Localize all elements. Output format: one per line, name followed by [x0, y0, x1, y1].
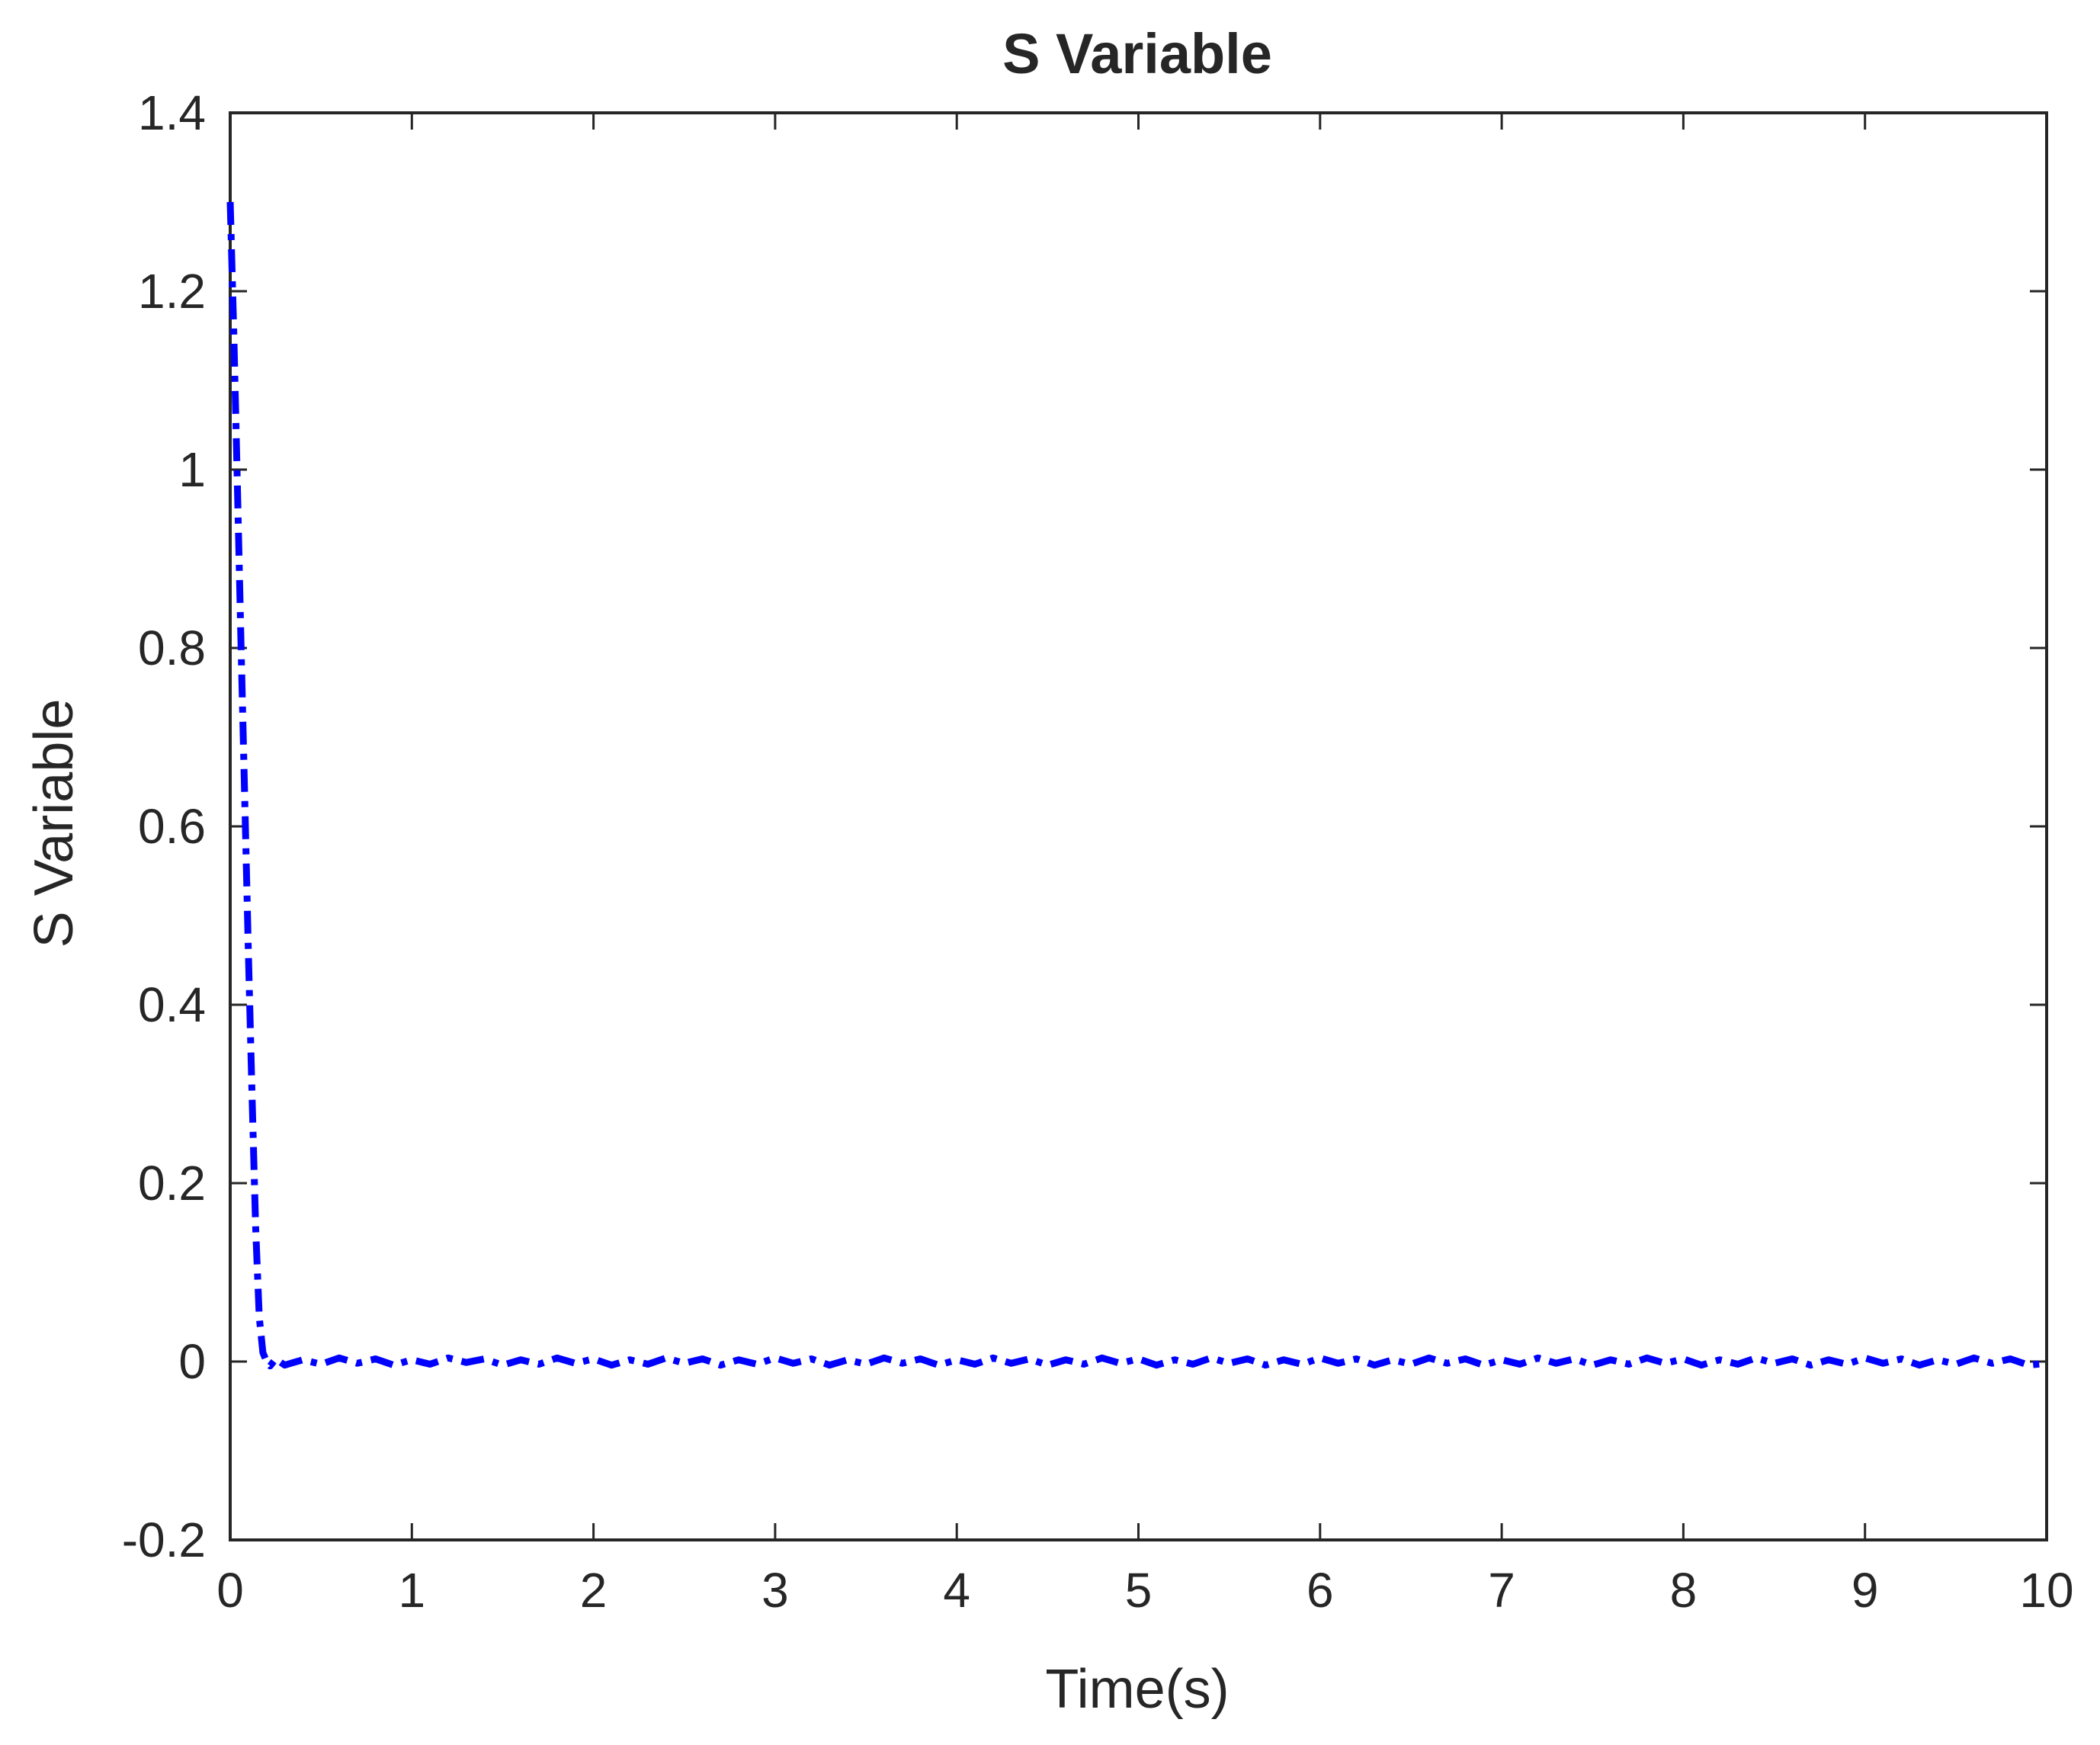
- data-point: [1556, 1363, 1557, 1364]
- data-point: [1229, 1363, 1230, 1364]
- data-point: [1683, 1358, 1684, 1359]
- data-point: [2010, 1358, 2011, 1359]
- data-point: [1011, 1363, 1012, 1364]
- data-point: [1247, 1358, 1248, 1359]
- data-point: [1338, 1363, 1339, 1364]
- x-tick-label: 3: [761, 1563, 789, 1618]
- y-tick-label: 1.2: [138, 264, 206, 319]
- data-point: [233, 335, 234, 336]
- data-point: [1029, 1358, 1030, 1359]
- y-axis-label: S Variable: [24, 699, 85, 948]
- x-tick-label: 6: [1306, 1563, 1334, 1618]
- data-point: [262, 1352, 263, 1353]
- chart-title: S Variable: [1002, 22, 1272, 85]
- y-tick-label: -0.2: [122, 1512, 206, 1567]
- data-point: [1846, 1364, 1847, 1365]
- data-point: [920, 1358, 921, 1359]
- x-tick-label: 8: [1670, 1563, 1698, 1618]
- data-point: [1465, 1358, 1466, 1359]
- data-point: [1084, 1364, 1085, 1365]
- y-tick-label: 1.4: [138, 85, 206, 140]
- data-point: [430, 1364, 431, 1365]
- y-tick-label: 0.4: [138, 977, 206, 1032]
- data-point: [484, 1358, 485, 1359]
- y-tick-label: 0.2: [138, 1156, 206, 1211]
- plot-area: 0 1 2 3 4 5 6 7 8 9 10-0.200.20.40.60.811.21.4: [122, 85, 2074, 1618]
- data-point: [1992, 1363, 1993, 1364]
- x-tick-label: 0: [216, 1563, 244, 1618]
- data-point: [375, 1358, 376, 1359]
- data-point: [1356, 1358, 1357, 1359]
- y-tick-label: 0: [178, 1334, 206, 1389]
- data-point: [1193, 1364, 1194, 1365]
- data-point: [275, 1358, 276, 1359]
- y-tick-label: 1: [178, 442, 206, 497]
- data-point: [684, 1363, 685, 1364]
- series-line: [226, 201, 2047, 1370]
- data-point: [975, 1364, 976, 1365]
- data-point: [1411, 1364, 1412, 1365]
- x-tick-label: 9: [1852, 1563, 1879, 1618]
- data-point: [1302, 1364, 1303, 1365]
- data-point: [793, 1363, 794, 1364]
- data-point: [866, 1364, 867, 1365]
- x-tick-label: 7: [1488, 1563, 1515, 1618]
- data-point: [648, 1364, 649, 1365]
- data-point: [1737, 1364, 1738, 1365]
- data-point: [230, 202, 231, 203]
- data-point: [1519, 1364, 1520, 1365]
- data-point: [902, 1363, 903, 1364]
- x-tick-label: 4: [943, 1563, 970, 1618]
- data-point: [1120, 1363, 1121, 1364]
- data-point: [270, 1365, 271, 1366]
- data-point: [1447, 1363, 1448, 1364]
- data-point: [255, 1227, 256, 1228]
- data-point: [1574, 1358, 1575, 1359]
- x-tick-label: 5: [1125, 1563, 1153, 1618]
- y-tick-label: 0.6: [138, 799, 206, 854]
- data-point: [1665, 1363, 1666, 1364]
- data-point: [1792, 1358, 1793, 1359]
- data-point: [237, 487, 238, 488]
- data-point: [811, 1358, 812, 1359]
- y-tick-label: 0.8: [138, 621, 206, 675]
- data-point: [321, 1364, 322, 1365]
- data-point: [1138, 1358, 1139, 1359]
- data-point: [1955, 1364, 1956, 1365]
- data-point: [593, 1358, 594, 1359]
- data-point: [757, 1364, 758, 1365]
- x-tick-label: 10: [2019, 1563, 2073, 1618]
- data-point: [241, 648, 242, 649]
- data-point: [1901, 1358, 1902, 1359]
- x-tick-label: 2: [580, 1563, 608, 1618]
- data-point: [1628, 1364, 1629, 1365]
- data-point: [702, 1358, 703, 1359]
- data-point: [1774, 1363, 1775, 1364]
- x-tick-label: 1: [399, 1563, 426, 1618]
- data-point: [1883, 1363, 1884, 1364]
- data-point: [539, 1364, 540, 1365]
- x-axis-label: Time(s): [1045, 1659, 1229, 1720]
